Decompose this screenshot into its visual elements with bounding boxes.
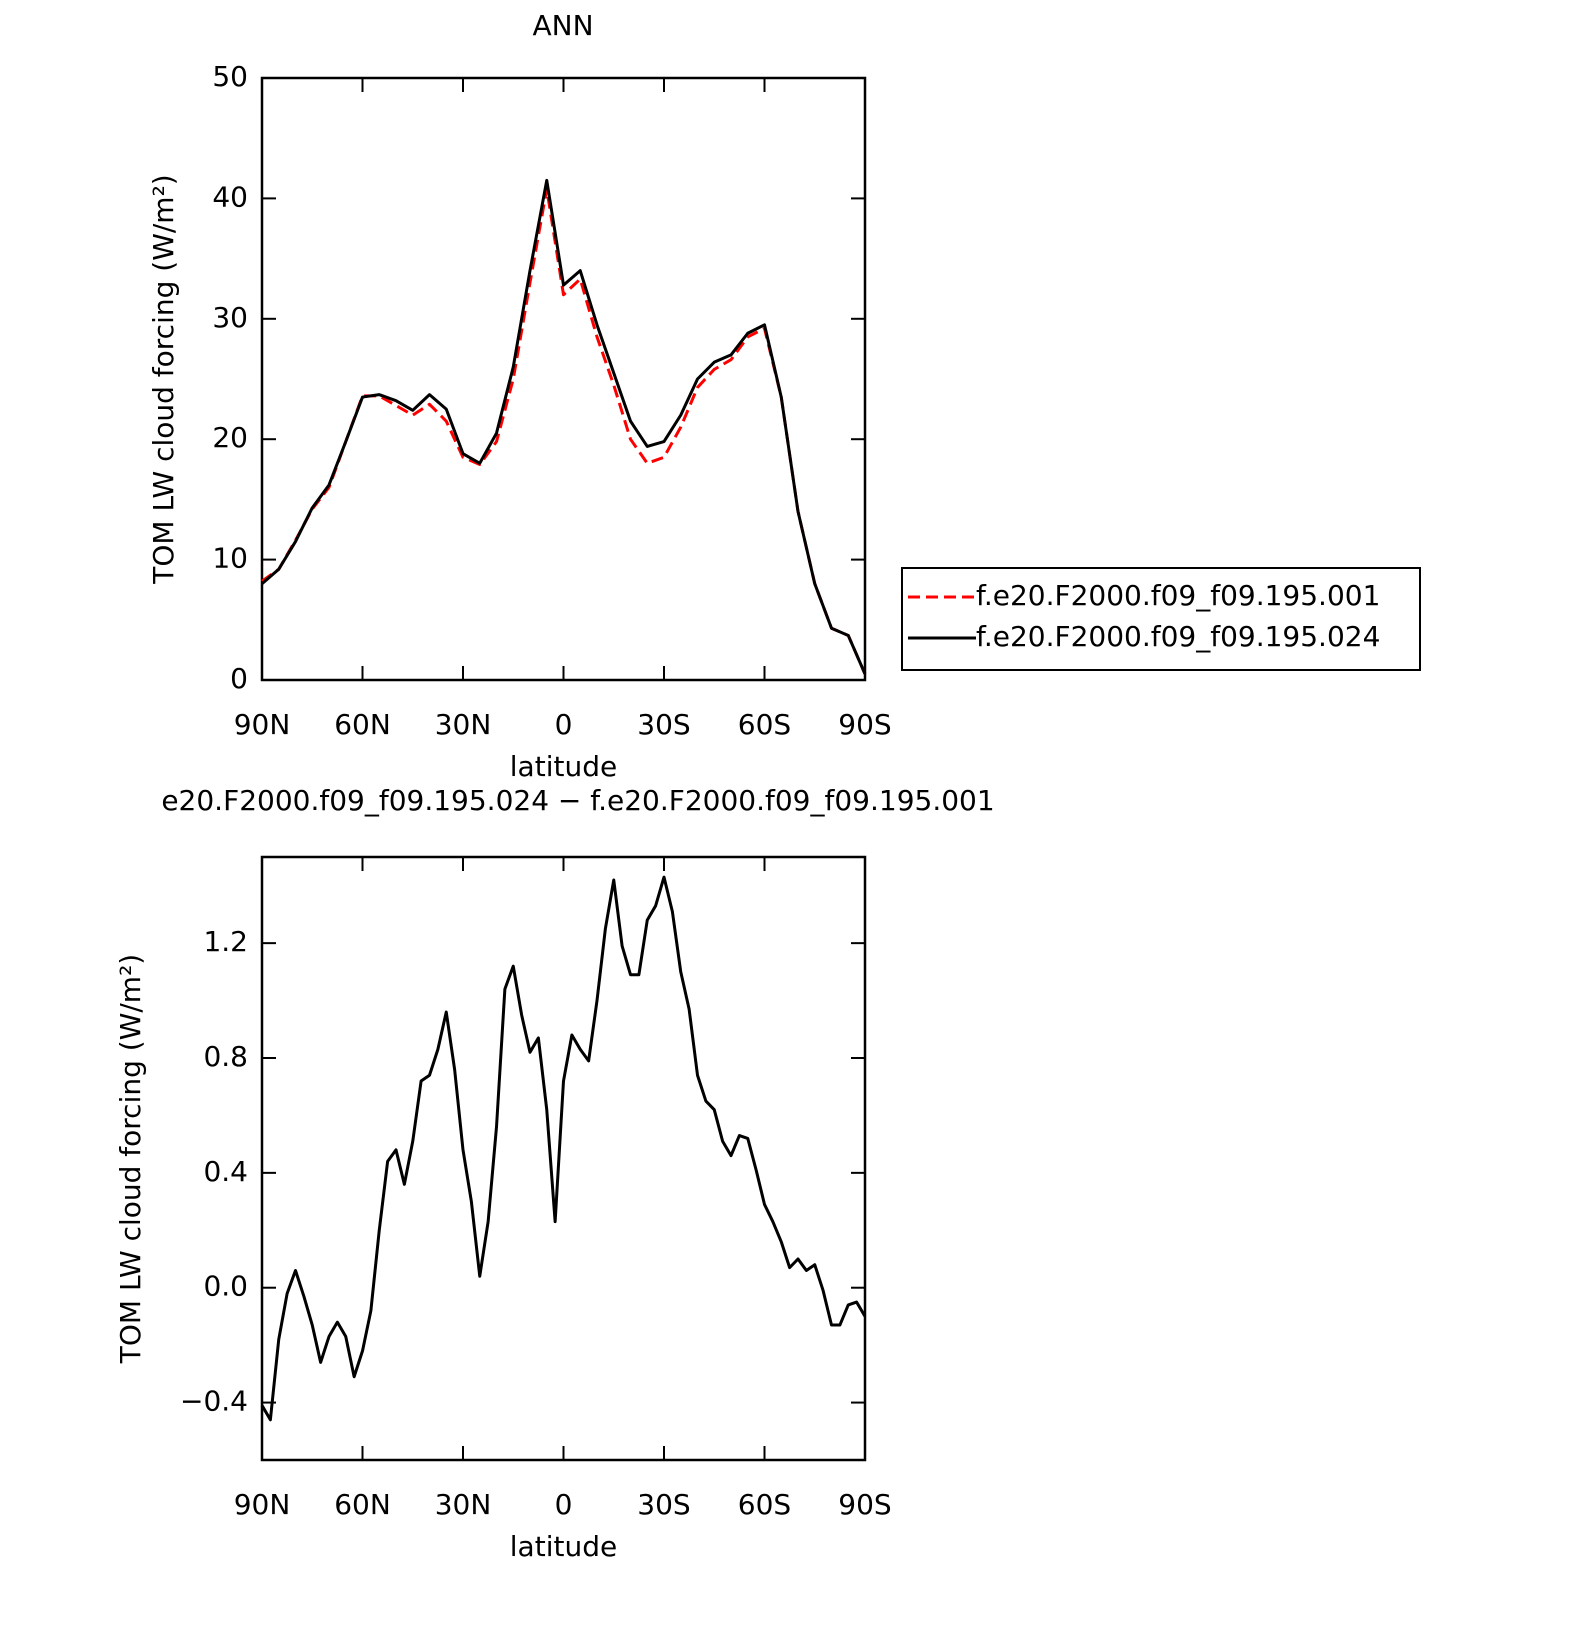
legend-label: f.e20.F2000.f09_f09.195.001 [976,579,1380,612]
x-tick-label: 0 [555,1488,573,1521]
x-tick-label: 30N [435,1488,492,1521]
legend-label: f.e20.F2000.f09_f09.195.024 [976,620,1380,653]
chart-title: ANN [532,9,593,42]
data-line [261,178,867,675]
y-tick-label: 0 [230,662,248,695]
x-tick-label: 0 [555,708,573,741]
y-tick-label: 0.0 [203,1270,248,1303]
x-tick-label: 30N [435,708,492,741]
x-tick-label: 60S [738,708,791,741]
x-tick-label: 90N [234,708,291,741]
plot-frame [260,76,867,682]
x-tick-label: 90S [838,708,891,741]
x-tick-label: 90N [234,1488,291,1521]
x-tick-label: 60N [334,1488,391,1521]
y-tick-label: 30 [212,301,248,334]
x-axis-label: latitude [510,1530,617,1563]
y-tick-label: 40 [212,180,248,213]
x-tick-label: 90S [838,1488,891,1521]
y-axis-label: TOM LW cloud forcing (W/m²) [114,954,147,1365]
chart-title: e20.F2000.f09_f09.195.024 − f.e20.F2000.… [161,784,994,817]
x-tick-label: 30S [637,1488,690,1521]
y-tick-label: 50 [212,60,248,93]
y-tick-label: 0.8 [203,1040,248,1073]
legend-box [901,567,1421,671]
y-tick-label: 20 [212,421,248,454]
y-tick-label: −0.4 [180,1385,248,1418]
data-line [261,187,867,675]
x-tick-label: 60N [334,708,391,741]
data-line [260,875,867,1422]
y-tick-label: 10 [212,542,248,575]
y-tick-label: 1.2 [203,925,248,958]
x-tick-label: 60S [738,1488,791,1521]
x-tick-label: 30S [637,708,690,741]
x-axis-label: latitude [510,750,617,783]
y-tick-label: 0.4 [203,1155,248,1188]
y-axis-label: TOM LW cloud forcing (W/m²) [147,174,180,585]
